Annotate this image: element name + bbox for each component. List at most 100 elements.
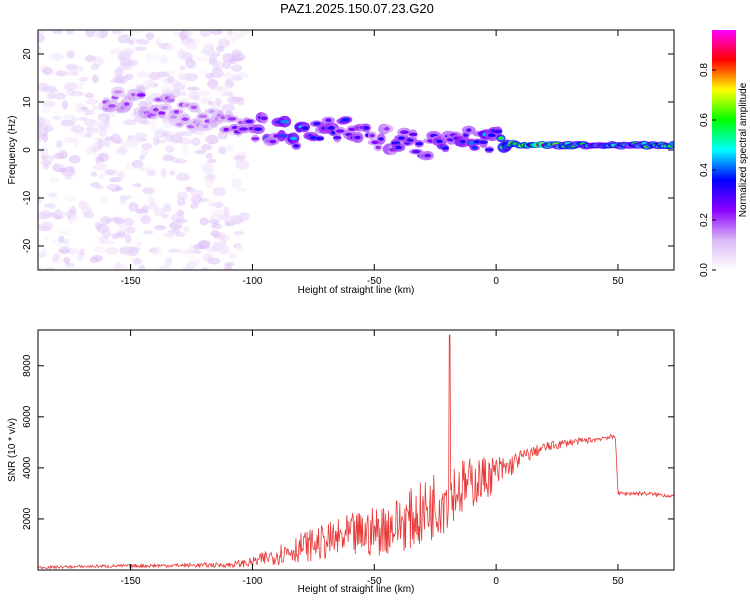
noise-cell bbox=[161, 83, 174, 94]
noise-cell bbox=[136, 166, 151, 172]
noise-cell bbox=[234, 72, 249, 79]
noise-cell bbox=[134, 46, 148, 52]
noise-cell bbox=[186, 86, 200, 91]
noise-cell bbox=[176, 172, 190, 182]
noise-cell bbox=[234, 244, 244, 253]
noise-cell bbox=[83, 211, 95, 219]
noise-cell bbox=[223, 263, 233, 270]
noise-cell bbox=[118, 224, 127, 233]
noise-cell bbox=[92, 30, 101, 39]
noise-cell bbox=[97, 139, 104, 150]
noise-cell bbox=[105, 123, 114, 132]
ridge-cell bbox=[315, 136, 324, 141]
ridge-cell bbox=[400, 130, 409, 134]
noise-cell bbox=[39, 209, 52, 220]
noise-cell bbox=[54, 92, 67, 100]
noise-cell bbox=[204, 73, 214, 79]
noise-cell bbox=[52, 115, 62, 121]
noise-cell bbox=[194, 149, 207, 155]
noise-cell bbox=[177, 156, 184, 164]
noise-cell bbox=[210, 85, 223, 91]
noise-cell bbox=[39, 146, 49, 156]
noise-cell bbox=[46, 91, 57, 100]
noise-cell bbox=[226, 30, 234, 36]
noise-cell bbox=[164, 145, 175, 153]
noise-cell bbox=[140, 148, 149, 156]
noise-cell bbox=[119, 245, 134, 256]
noise-cell bbox=[56, 70, 66, 77]
noise-cell bbox=[221, 103, 235, 113]
noise-cell bbox=[85, 30, 95, 38]
noise-cell bbox=[90, 171, 98, 177]
noise-cell bbox=[233, 155, 247, 163]
ridge-cell bbox=[301, 126, 309, 130]
noise-cell bbox=[124, 73, 134, 80]
noise-cell bbox=[116, 230, 126, 239]
noise-cell bbox=[99, 215, 112, 225]
noise-cell bbox=[64, 195, 77, 202]
noise-cell bbox=[135, 241, 143, 247]
noise-cell bbox=[174, 232, 186, 238]
noise-cell bbox=[131, 183, 142, 188]
noise-cell bbox=[84, 92, 95, 99]
ridge-cell bbox=[328, 126, 335, 130]
noise-cell bbox=[76, 81, 84, 91]
noise-cell bbox=[85, 98, 99, 105]
noise-cell bbox=[173, 32, 180, 38]
snr-line bbox=[37, 334, 675, 570]
noise-cell bbox=[202, 42, 215, 52]
noise-cell bbox=[75, 103, 85, 114]
noise-cell bbox=[42, 235, 50, 240]
noise-cell bbox=[180, 249, 195, 255]
ridge-cell bbox=[181, 117, 189, 121]
noise-cell bbox=[208, 201, 216, 207]
noise-cell bbox=[218, 84, 232, 95]
noise-cell bbox=[147, 195, 156, 206]
noise-cell bbox=[238, 212, 250, 222]
ridge-cell bbox=[280, 119, 290, 124]
noise-cell bbox=[226, 35, 241, 40]
ridge-cell bbox=[237, 120, 244, 125]
snr-series-line bbox=[37, 334, 675, 570]
noise-cell bbox=[199, 217, 209, 226]
noise-cell bbox=[98, 173, 105, 179]
noise-cell bbox=[48, 176, 60, 183]
noise-cell bbox=[218, 245, 230, 255]
noise-cell bbox=[212, 71, 223, 79]
x-tick-label: 50 bbox=[612, 276, 624, 287]
noise-cell bbox=[172, 224, 180, 232]
noise-cell bbox=[93, 56, 104, 67]
noise-cell bbox=[113, 75, 125, 83]
colorbar-tick-label: 0.6 bbox=[699, 113, 710, 127]
noise-cell bbox=[65, 30, 74, 35]
noise-cell bbox=[231, 49, 242, 57]
noise-cell bbox=[58, 167, 67, 173]
noise-cell bbox=[120, 141, 131, 151]
y-tick-label: -20 bbox=[22, 238, 33, 253]
ridge-cell bbox=[152, 107, 160, 112]
noise-cell bbox=[227, 96, 240, 105]
noise-cell bbox=[84, 54, 97, 62]
noise-cell bbox=[58, 236, 65, 243]
noise-cell bbox=[211, 101, 221, 111]
ridge-cell bbox=[245, 119, 254, 124]
noise-cell bbox=[210, 209, 224, 215]
noise-cell bbox=[177, 72, 185, 80]
snr-frame bbox=[37, 329, 675, 571]
noise-cell bbox=[143, 142, 150, 150]
noise-cell bbox=[105, 246, 119, 256]
noise-cell bbox=[104, 169, 117, 176]
y-tick-label: 2000 bbox=[22, 507, 33, 530]
x-tick-label: -150 bbox=[121, 576, 141, 587]
noise-cell bbox=[205, 134, 219, 145]
noise-cell bbox=[207, 257, 221, 265]
noise-cell bbox=[201, 267, 211, 270]
noise-cell bbox=[175, 218, 188, 224]
spectrogram-x-label: Height of straight line (km) bbox=[298, 285, 415, 296]
noise-cell bbox=[112, 134, 122, 141]
noise-cell bbox=[87, 126, 99, 134]
y-tick-label: 4000 bbox=[22, 456, 33, 479]
noise-cell bbox=[128, 202, 139, 212]
noise-cell bbox=[128, 40, 135, 46]
noise-cell bbox=[110, 216, 120, 222]
